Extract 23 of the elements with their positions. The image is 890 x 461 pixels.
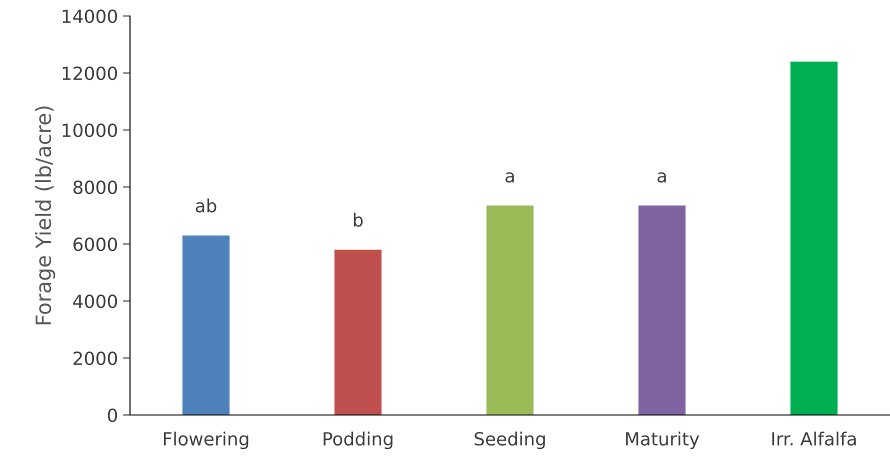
y-axis-title: Forage Yield (lb/acre) [35,106,56,324]
x-tick-label: Flowering [164,432,248,450]
x-tick-label: Seeding [474,432,545,450]
bar [486,206,534,415]
y-tick-label: 2000 [74,351,117,366]
bar [182,235,230,415]
annotation: a [658,172,666,183]
y-tick-label: 6000 [74,237,117,252]
x-tick-label: Podding [324,432,392,450]
y-tick-label: 4000 [73,294,117,308]
y-tick-label: 0 [108,408,117,422]
x-tick-label: Irr. Alfalfa [772,432,856,446]
bar [790,62,838,415]
y-tick-label: 10000 [62,123,117,138]
y-tick-label: 12000 [62,66,117,80]
bar [638,206,686,415]
bar [334,250,382,415]
x-tick-label: Maturity [626,432,700,450]
annotation: b [354,212,363,227]
y-tick-label: 8000 [73,180,117,194]
annotation: a [506,172,514,183]
annotation: ab [196,198,216,213]
y-tick-label: 14000 [62,9,117,24]
